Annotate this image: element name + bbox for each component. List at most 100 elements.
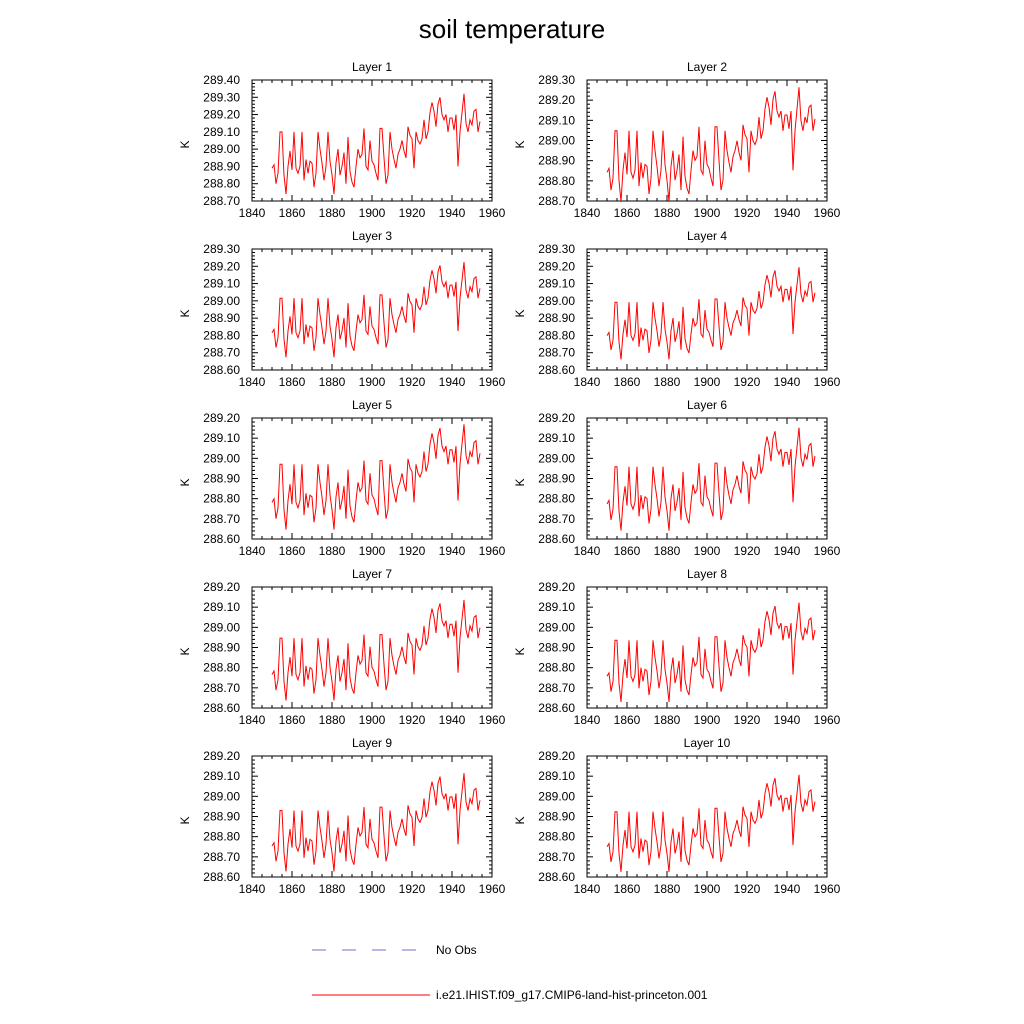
plot-frame-layer-2 [586, 79, 828, 202]
panel-title-layer-3: Layer 3 [352, 229, 392, 243]
x-tick-label: 1920 [399, 375, 426, 389]
x-tick-label: 1840 [574, 882, 601, 896]
y-tick-label: 289.20 [538, 749, 575, 763]
y-tick-label: 289.10 [538, 600, 575, 614]
x-tick-label: 1900 [359, 375, 386, 389]
y-tick-label: 288.60 [203, 870, 240, 884]
y-axis-label: K [178, 478, 192, 486]
x-tick-label: 1880 [319, 544, 346, 558]
y-tick-label: 289.30 [538, 242, 575, 256]
y-tick-label: 289.10 [538, 431, 575, 445]
x-tick-label: 1880 [319, 206, 346, 220]
x-tick-label: 1900 [359, 882, 386, 896]
y-tick-label: 289.10 [203, 769, 240, 783]
x-tick-label: 1860 [279, 206, 306, 220]
y-tick-label: 288.90 [203, 810, 240, 824]
y-tick-label: 288.70 [538, 194, 575, 208]
x-tick-label: 1960 [814, 544, 841, 558]
y-tick-label: 288.70 [538, 850, 575, 864]
y-tick-label: 288.90 [538, 472, 575, 486]
y-axis-label: K [178, 816, 192, 824]
y-axis-label: K [513, 309, 527, 317]
y-tick-label: 288.80 [203, 328, 240, 342]
x-tick-label: 1960 [479, 544, 506, 558]
y-tick-label: 288.70 [203, 346, 240, 360]
x-tick-label: 1840 [574, 544, 601, 558]
x-tick-label: 1940 [439, 206, 466, 220]
x-tick-label: 1840 [574, 375, 601, 389]
x-tick-label: 1880 [654, 544, 681, 558]
y-axis-label: K [513, 647, 527, 655]
y-tick-label: 288.60 [538, 363, 575, 377]
x-tick-label: 1940 [439, 375, 466, 389]
y-tick-label: 289.00 [538, 134, 575, 148]
y-tick-label: 289.30 [538, 73, 575, 87]
y-tick-label: 288.80 [538, 830, 575, 844]
x-tick-label: 1840 [239, 713, 266, 727]
series-line-layer-4 [606, 267, 816, 360]
x-tick-label: 1900 [359, 206, 386, 220]
y-tick-label: 289.00 [203, 789, 240, 803]
series-line-layer-10 [606, 774, 816, 872]
panel-title-layer-9: Layer 9 [352, 736, 392, 750]
x-tick-label: 1860 [279, 882, 306, 896]
y-tick-label: 289.20 [538, 259, 575, 273]
x-tick-label: 1960 [479, 206, 506, 220]
x-tick-label: 1900 [694, 544, 721, 558]
y-tick-label: 289.20 [203, 259, 240, 273]
y-tick-label: 289.20 [538, 411, 575, 425]
y-tick-label: 289.10 [538, 769, 575, 783]
x-tick-label: 1880 [654, 713, 681, 727]
x-tick-label: 1860 [614, 713, 641, 727]
y-tick-label: 288.70 [203, 512, 240, 526]
y-tick-label: 288.90 [203, 159, 240, 173]
x-tick-label: 1960 [814, 882, 841, 896]
x-tick-label: 1940 [439, 544, 466, 558]
x-tick-label: 1960 [479, 713, 506, 727]
plot-frame-layer-6 [586, 417, 828, 540]
series-line-layer-8 [606, 602, 816, 703]
x-tick-label: 1840 [239, 544, 266, 558]
y-axis-label: K [513, 478, 527, 486]
y-tick-label: 289.20 [203, 108, 240, 122]
x-tick-label: 1940 [439, 882, 466, 896]
x-tick-label: 1940 [439, 713, 466, 727]
x-tick-label: 1920 [734, 882, 761, 896]
y-tick-label: 289.10 [203, 277, 240, 291]
y-tick-label: 289.20 [203, 749, 240, 763]
y-tick-label: 288.70 [203, 681, 240, 695]
plot-frame-layer-5 [251, 417, 493, 540]
y-tick-label: 288.60 [538, 870, 575, 884]
y-axis-label: K [513, 816, 527, 824]
y-tick-label: 288.90 [538, 154, 575, 168]
y-tick-label: 288.70 [203, 194, 240, 208]
x-tick-label: 1860 [279, 375, 306, 389]
y-tick-label: 288.80 [538, 174, 575, 188]
y-axis-label: K [513, 140, 527, 148]
x-tick-label: 1960 [479, 882, 506, 896]
y-axis-label: K [178, 309, 192, 317]
y-tick-label: 288.70 [538, 346, 575, 360]
y-tick-label: 288.80 [203, 492, 240, 506]
y-tick-label: 289.30 [203, 90, 240, 104]
x-tick-label: 1900 [694, 375, 721, 389]
x-tick-label: 1880 [654, 375, 681, 389]
y-tick-label: 288.80 [538, 492, 575, 506]
x-tick-label: 1960 [814, 713, 841, 727]
y-tick-label: 288.90 [203, 641, 240, 655]
plot-frame-layer-3 [251, 248, 493, 371]
y-tick-label: 288.90 [203, 311, 240, 325]
x-tick-label: 1920 [734, 713, 761, 727]
x-tick-label: 1940 [774, 375, 801, 389]
legend-label-model: i.e21.IHIST.f09_g17.CMIP6-land-hist-prin… [436, 988, 708, 1002]
y-tick-label: 288.90 [538, 641, 575, 655]
panel-title-layer-7: Layer 7 [352, 567, 392, 581]
x-tick-label: 1880 [319, 882, 346, 896]
y-tick-label: 288.60 [203, 701, 240, 715]
panel-title-layer-5: Layer 5 [352, 398, 392, 412]
x-tick-label: 1920 [399, 713, 426, 727]
plot-frame-layer-4 [586, 248, 828, 371]
y-axis-label: K [178, 140, 192, 148]
x-tick-label: 1940 [774, 544, 801, 558]
